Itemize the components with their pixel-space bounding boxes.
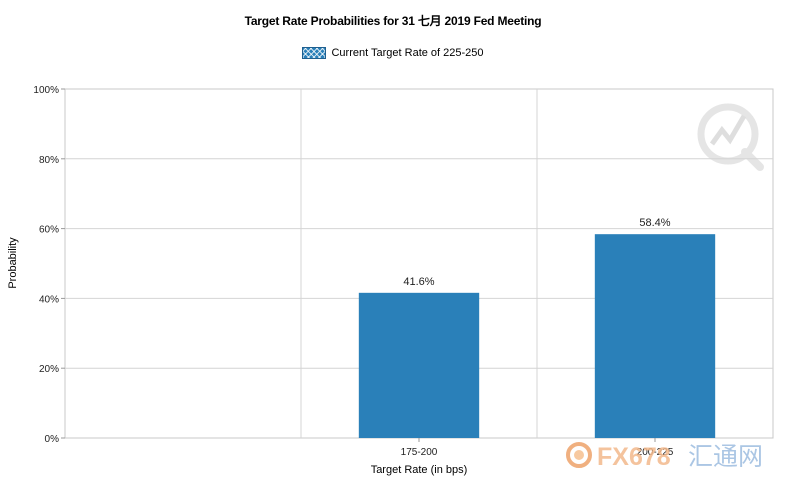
y-tick-label: 40% [39,294,59,305]
y-axis-label: Probability [7,237,19,289]
chart-title: Target Rate Probabilities for 31 七月 2019… [244,14,542,28]
legend-swatch [302,47,327,59]
y-tick-label: 0% [45,434,60,445]
y-tick-label: 100% [33,85,59,96]
x-tick-label: 200-225 [637,447,674,458]
y-tick-label: 20% [39,364,59,375]
y-tick-labels: 0% 20% 40% 60% 80% 100% [33,85,59,445]
bar-200-225 [594,234,716,438]
x-tick-labels: 175-200 200-225 [401,447,674,458]
x-tick-label: 175-200 [401,447,438,458]
bar-175-200 [358,292,480,438]
watermark-cn-text: 汇通网 [688,442,763,471]
y-tick-label: 80% [39,155,59,166]
data-label: 41.6% [403,276,434,288]
data-label: 58.4% [639,217,670,229]
watermark-fx-text: FX678 [597,443,671,471]
x-axis-label: Target Rate (in bps) [371,464,468,476]
data-labels: 41.6% 58.4% [403,217,670,288]
logo-watermark-icon [697,103,764,171]
fx678-watermark: FX678 汇通网 [566,442,763,471]
chart-legend: Current Target Rate of 225-250 [0,47,786,59]
legend-label: Current Target Rate of 225-250 [331,47,484,59]
y-tick-label: 60% [39,225,59,236]
bars [358,234,716,438]
